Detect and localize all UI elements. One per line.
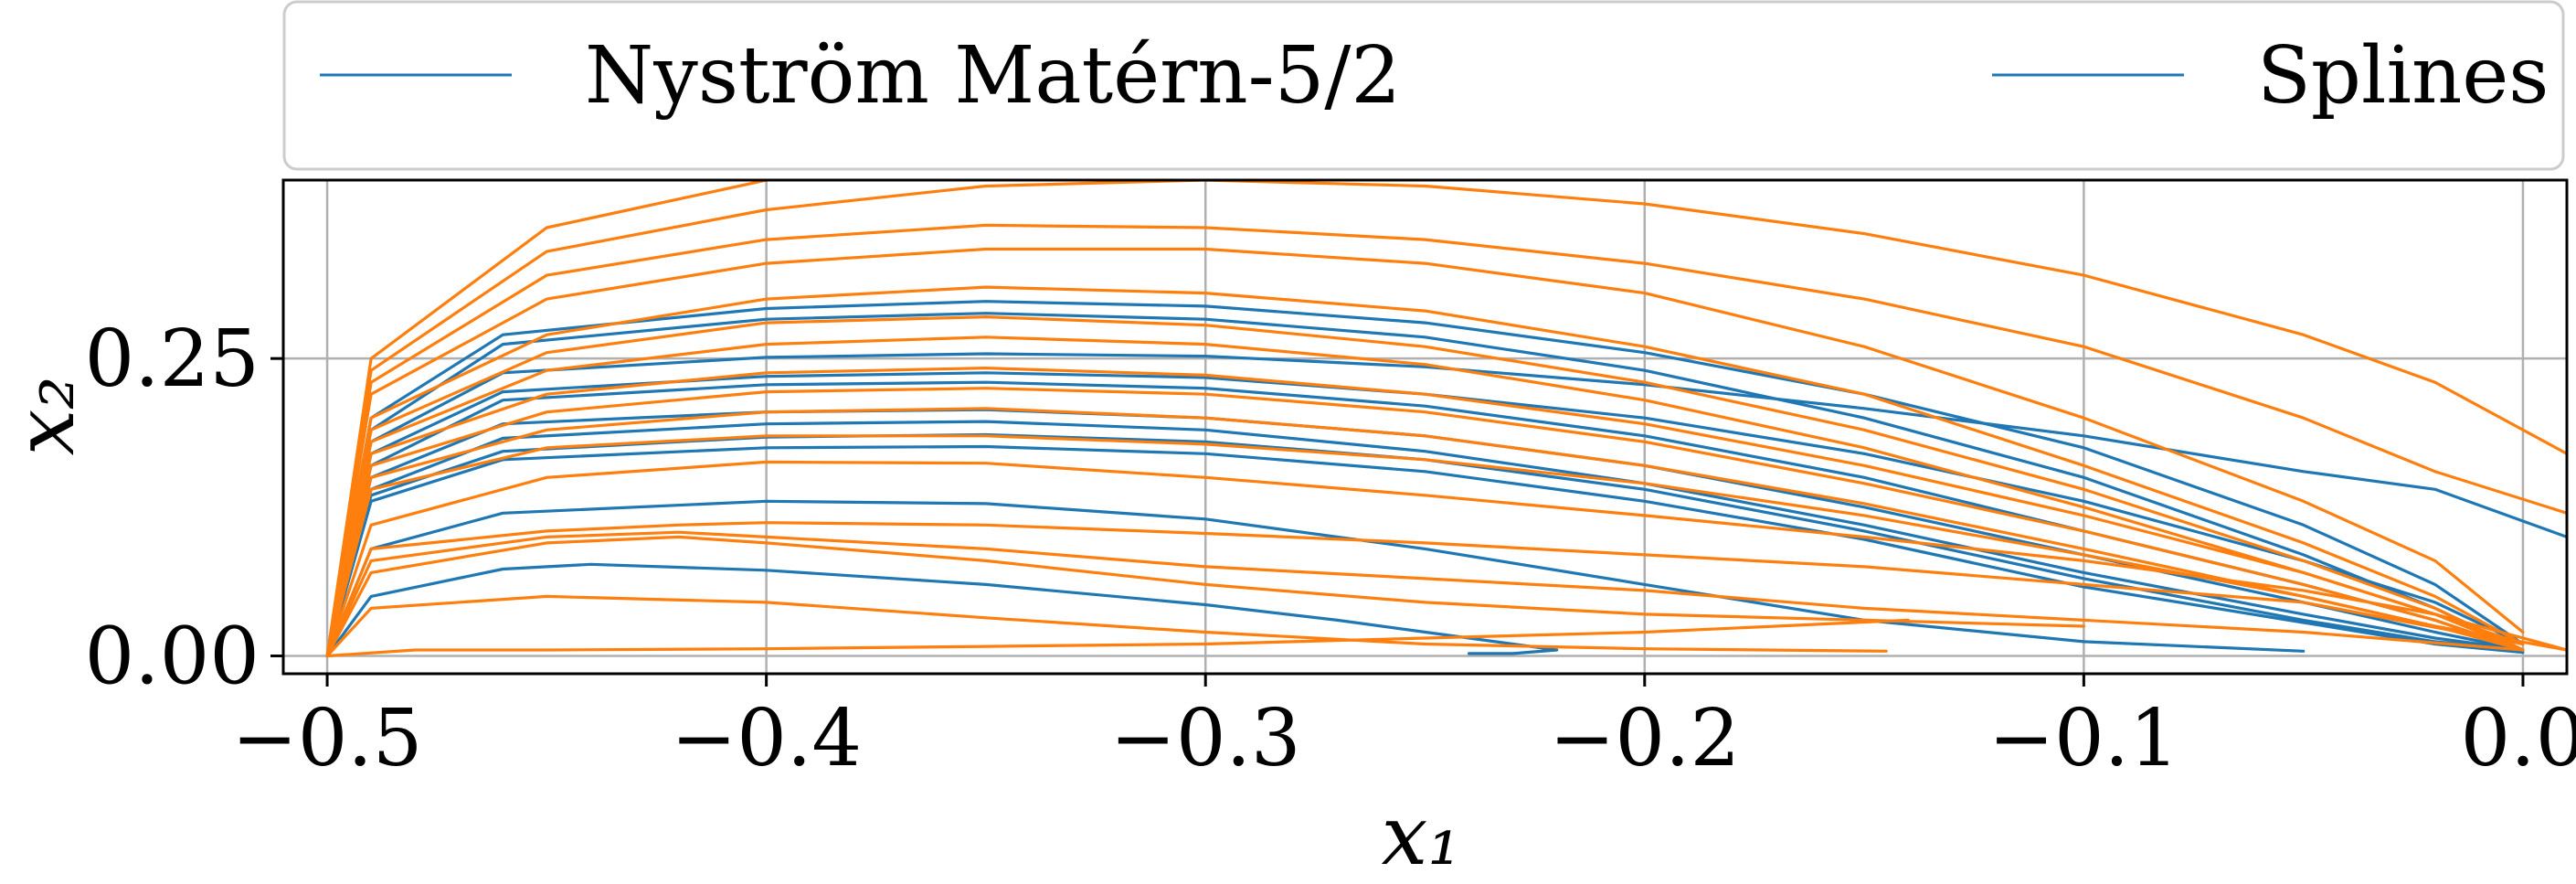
legend-label-splines: Splines <box>2257 30 2549 122</box>
y-tick-label-0: 0.00 <box>85 611 260 702</box>
y-tick-label-1: 0.25 <box>85 314 260 405</box>
trajectory-s1-15 <box>325 594 1888 658</box>
axis-ticks: −0.5 −0.4 −0.3 −0.2 −0.1 0.0 0.00 0.25 <box>85 314 2576 784</box>
x-tick-label-4: −0.1 <box>1988 693 2179 784</box>
trajectory-s0-6 <box>325 420 2525 658</box>
trajectory-s1-7 <box>325 367 2567 658</box>
trajectory-s0-10 <box>325 562 1559 658</box>
y-axis-label: x₂ <box>0 377 93 456</box>
trajectory-s1-2 <box>325 223 2567 658</box>
x-tick-label-3: −0.2 <box>1549 693 1740 784</box>
trajectory-s1-8 <box>325 387 2525 658</box>
trajectory-s1-1 <box>325 180 2567 658</box>
plot-area <box>325 180 2567 658</box>
trajectory-s1-10 <box>325 434 2567 658</box>
legend-label-nystrom: Nyström Matérn-5/2 <box>585 30 1401 122</box>
trajectory-s0-0 <box>325 300 2525 658</box>
trajectory-s1-13 <box>325 530 2525 658</box>
trajectory-s1-14 <box>325 535 2085 658</box>
x-tick-label-5: 0.0 <box>2461 693 2576 784</box>
legend-box <box>282 0 2565 171</box>
plot-frame <box>281 178 2569 676</box>
x-tick-label-2: −0.3 <box>1110 693 1301 784</box>
x-axis-label: x₁ <box>1382 788 1461 884</box>
trajectory-s1-16 <box>325 618 1910 658</box>
x-tick-label-0: −0.5 <box>232 693 423 784</box>
x-tick-label-1: −0.4 <box>671 693 862 784</box>
trajectory-s0-9 <box>325 499 2306 658</box>
trajectory-s1-4 <box>325 285 2525 658</box>
trajectory-s1-5 <box>325 315 2525 658</box>
trajectory-s1-12 <box>325 521 2525 658</box>
legend: Nyström Matérn-5/2 Splines <box>282 0 2565 171</box>
trajectory-s1-3 <box>325 247 2525 658</box>
trajectory-s1-11 <box>325 460 2525 658</box>
trajectory-s0-1 <box>325 312 2525 658</box>
